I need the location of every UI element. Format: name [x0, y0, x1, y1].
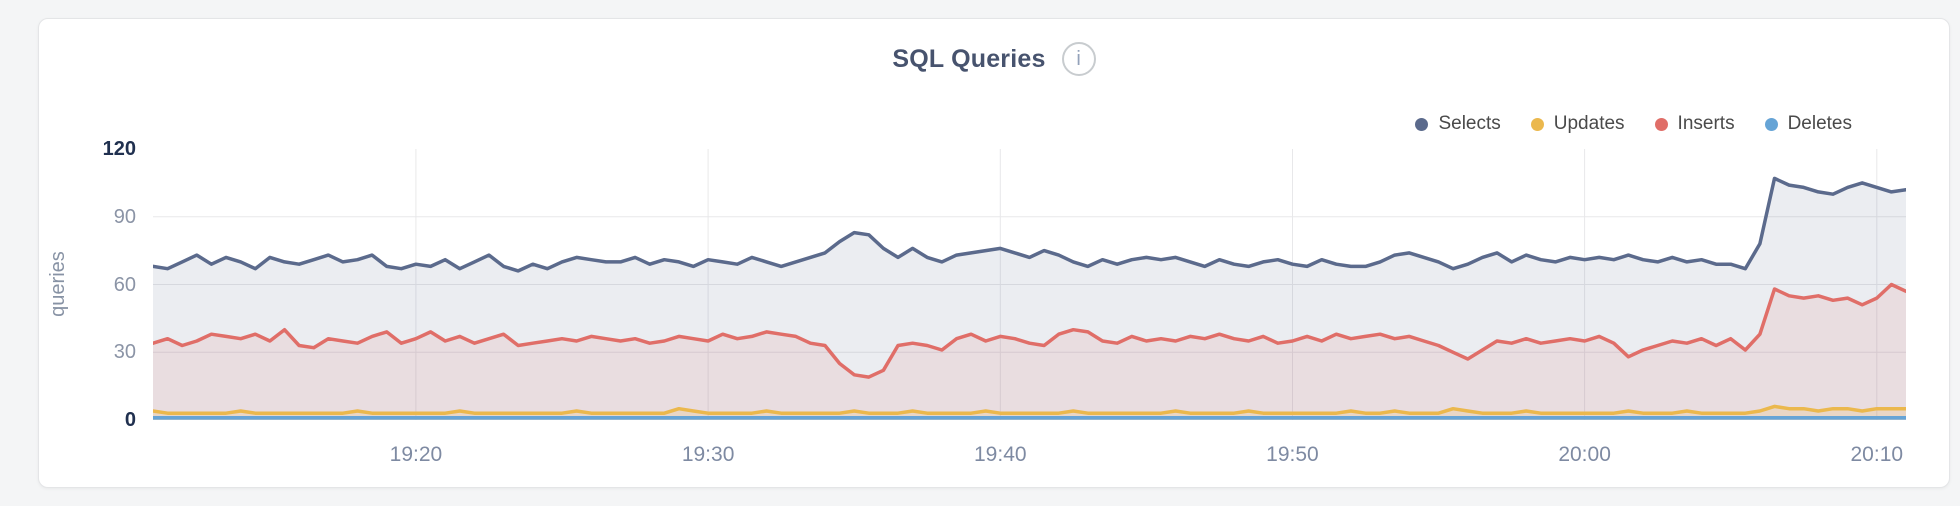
x-tick-label: 19:40 [974, 443, 1027, 466]
y-tick-label: 60 [113, 273, 136, 296]
legend-label-selects: Selects [1438, 113, 1501, 134]
legend-item-deletes[interactable]: Deletes [1764, 113, 1852, 135]
y-tick-label: 90 [113, 205, 136, 228]
x-tick-label: 19:20 [389, 443, 443, 466]
updates-dot-icon [1530, 117, 1544, 131]
y-tick-label: 120 [102, 138, 136, 160]
selects-dot-icon [1415, 117, 1429, 131]
x-tick-label: 19:30 [681, 443, 735, 466]
legend-item-inserts[interactable]: Inserts [1654, 113, 1735, 135]
chart-plot-area[interactable] [153, 149, 1906, 420]
legend-item-updates[interactable]: Updates [1530, 113, 1625, 135]
y-tick-label: 0 [124, 409, 136, 431]
legend-label-updates: Updates [1553, 113, 1625, 134]
legend-item-selects[interactable]: Selects [1415, 113, 1501, 135]
page-title: SQL Queries [892, 44, 1046, 73]
chart-plot [153, 149, 1906, 420]
x-tick-label: 20:10 [1850, 443, 1904, 466]
legend-label-inserts: Inserts [1677, 113, 1735, 134]
legend-label-deletes: Deletes [1787, 113, 1852, 134]
deletes-dot-icon [1764, 117, 1778, 131]
x-tick-label: 20:00 [1558, 443, 1611, 466]
chart-header: SQL Queries i [39, 41, 1949, 77]
chart-legend: Selects Updates Inserts Deletes [1415, 111, 1852, 137]
info-icon[interactable]: i [1061, 42, 1096, 76]
y-tick-label: 30 [113, 341, 136, 364]
x-tick-label: 19:50 [1266, 443, 1319, 466]
inserts-dot-icon [1654, 117, 1668, 131]
chart-card: SQL Queries i Selects Updates Inserts De… [38, 18, 1950, 488]
